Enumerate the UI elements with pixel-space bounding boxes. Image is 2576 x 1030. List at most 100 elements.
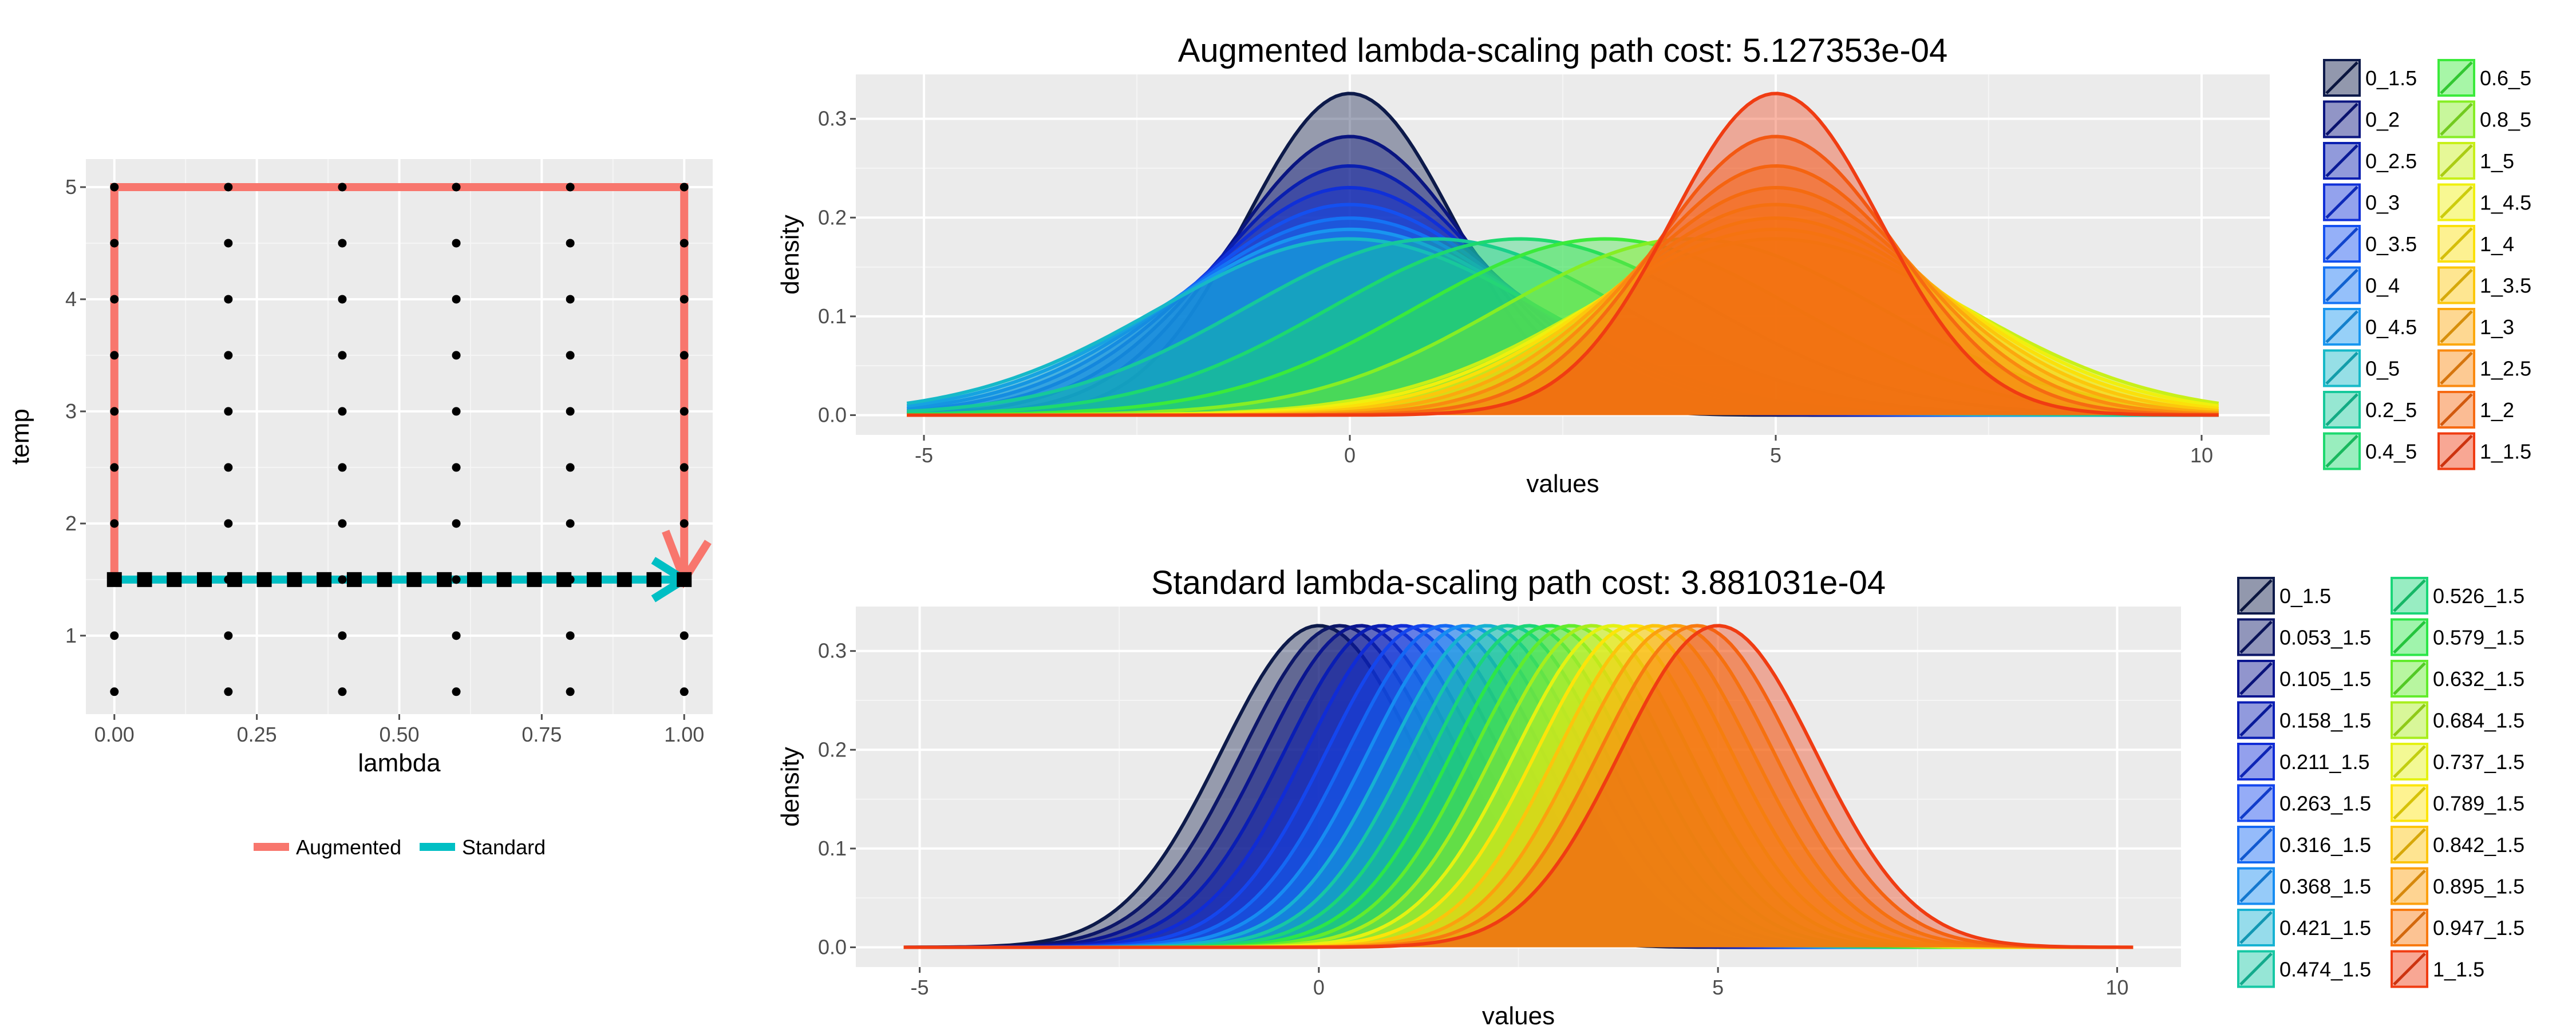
grid-point [110,183,119,192]
grid-point [338,295,347,304]
augmented-title: Augmented lambda-scaling path cost: 5.12… [1178,32,1948,69]
grid-point [452,463,461,472]
grid-point [338,351,347,360]
grid-point [224,463,233,472]
grid-point [338,519,347,528]
augmented-legend-key-slash [2325,310,2358,343]
augmented-x-tick-label: 5 [1770,443,1781,467]
standard-legend-label: 1_1.5 [2433,958,2484,981]
grid-point [224,351,233,360]
standard-x-tick-label: -5 [911,976,929,999]
standard-state-marker [617,572,632,587]
grid-point [338,407,347,416]
standard-state-marker [556,572,572,587]
standard-legend-label: 0.368_1.5 [2279,875,2371,898]
augmented-legend-label: 0_4.5 [2365,315,2417,339]
standard-density-area [903,625,2134,948]
augmented-legend-label: 1_2 [2480,398,2514,422]
standard-y-axis-title: density [776,747,804,826]
augmented-density-area [907,229,2219,415]
augmented-y-tick-label: 0.2 [818,205,847,229]
standard-x-tick-label: 0 [1313,976,1325,999]
augmented-density-curve [907,92,2219,417]
grid-point [452,519,461,528]
path-grid-x-tick-label: 0.50 [379,723,419,746]
augmented-density-area [907,218,2219,415]
legend-label-standard: Standard [462,835,546,859]
legend-label-augmented: Augmented [296,835,401,859]
grid-point [679,519,689,528]
standard-legend-label: 0.947_1.5 [2433,916,2524,940]
grid-point [338,463,347,472]
augmented-density-area [907,229,2219,415]
grid-point [224,519,233,528]
standard-legend-label: 0.737_1.5 [2433,750,2524,774]
grid-point [566,239,575,248]
grid-point [452,239,461,248]
standard-density-area [903,625,2134,948]
augmented-density-area [907,136,2219,415]
augmented-density-area [907,204,2219,415]
grid-point [679,631,689,640]
standard-legend-label: 0.579_1.5 [2433,626,2524,649]
grid-point [110,239,119,248]
augmented-legend-label: 0.4_5 [2365,440,2417,464]
path-grid-y-tick-label: 1 [65,624,77,647]
standard-legend-label: 0.842_1.5 [2433,833,2524,857]
augmented-legend-key-slash [2440,227,2473,260]
standard-state-marker [586,572,602,587]
augmented-density-area [907,166,2219,415]
standard-legend-key-slash [2239,703,2273,737]
augmented-density-area [907,136,2219,415]
augmented-y-axis-title: density [776,215,804,294]
augmented-density-area [907,93,2219,415]
standard-y-tick-label: 0.2 [818,738,847,761]
standard-state-marker [496,572,512,587]
augmented-legend-label: 0_1.5 [2365,66,2417,90]
grid-point [566,463,575,472]
augmented-density-area [907,187,2219,415]
grid-point [452,183,461,192]
grid-point [338,575,347,584]
grid-point [566,687,575,696]
augmented-legend-label: 1_3 [2480,315,2514,339]
standard-legend-label: 0.632_1.5 [2433,667,2524,691]
standard-density-curve [903,624,2134,949]
standard-density-area [903,625,2134,948]
path-grid-y-axis-title: temp [6,409,34,465]
standard-legend-key-slash [2393,952,2426,986]
grid-point [679,351,689,360]
augmented-legend-label: 1_4.5 [2480,191,2531,215]
standard-legend-key-slash [2239,952,2273,986]
standard-legend-label: 0.263_1.5 [2279,792,2371,815]
augmented-legend-key-slash [2440,434,2473,468]
augmented-legend-label: 1_1.5 [2480,440,2531,464]
path-grid-y-tick-label: 2 [65,512,77,535]
standard-legend-key-slash [2393,662,2426,695]
standard-state-marker [527,572,542,587]
grid-point [679,295,689,304]
grid-point [224,687,233,696]
path-grid-y-tick-label: 3 [65,399,77,423]
standard-legend-label: 0.421_1.5 [2279,916,2371,940]
grid-point [566,407,575,416]
standard-y-tick-label: 0.0 [818,935,847,958]
grid-point [110,463,119,472]
augmented-y-tick-label: 0.3 [818,107,847,130]
standard-legend-label: 0.474_1.5 [2279,958,2371,981]
standard-legend-key-slash [2239,745,2273,778]
grid-point [452,351,461,360]
grid-point [224,407,233,416]
standard-legend-key-slash [2393,745,2426,778]
grid-point [566,519,575,528]
augmented-legend-label: 0.6_5 [2480,66,2531,90]
grid-point [224,239,233,248]
grid-point [679,183,689,192]
augmented-legend-key-slash [2440,102,2473,136]
augmented-legend-label: 1_4 [2480,232,2514,256]
standard-legend-key-slash [2239,911,2273,944]
standard-legend-key-slash [2393,869,2426,903]
standard-state-marker [197,572,212,587]
grid-point [679,407,689,416]
standard-density-area [903,625,2134,948]
